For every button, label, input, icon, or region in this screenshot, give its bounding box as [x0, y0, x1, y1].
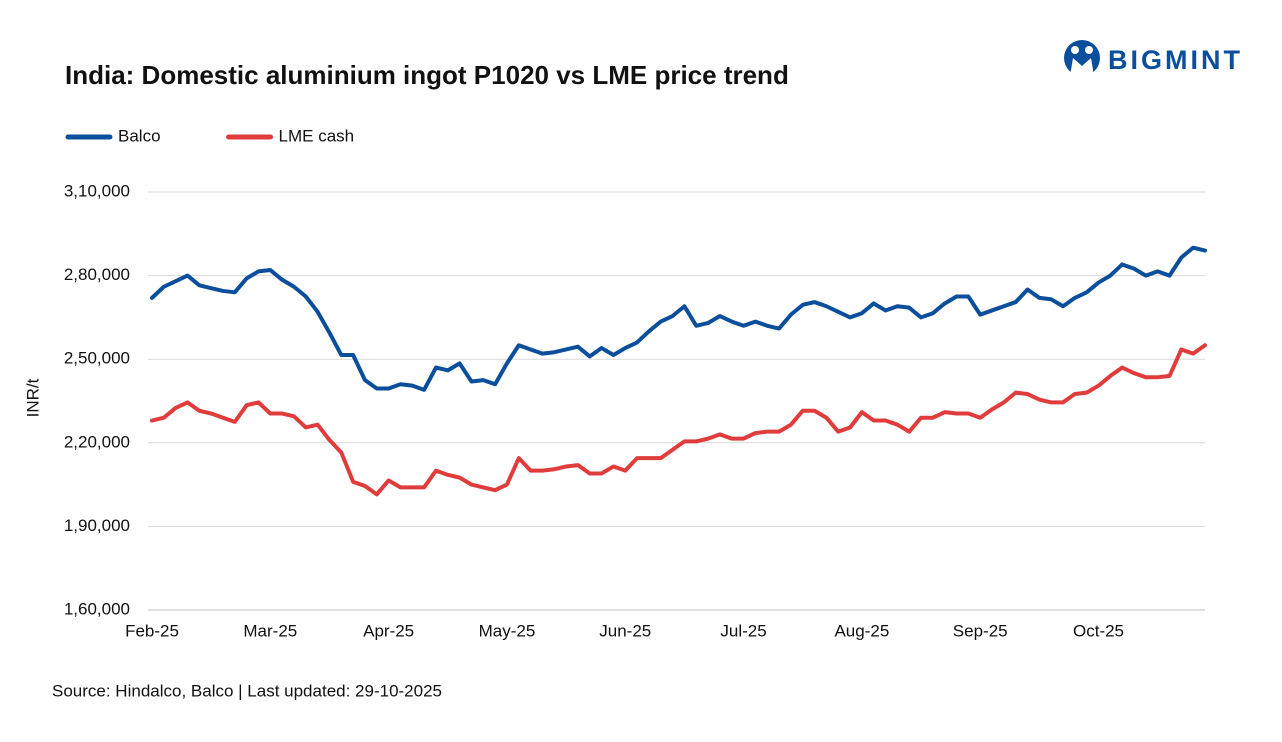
- x-tick-label: Mar-25: [243, 621, 297, 640]
- x-tick-label: Sep-25: [953, 621, 1008, 640]
- x-tick-label: Jun-25: [599, 621, 651, 640]
- x-tick-label: Oct-25: [1073, 621, 1124, 640]
- x-tick-label: Jul-25: [720, 621, 766, 640]
- y-tick-label: 2,20,000: [64, 432, 130, 451]
- y-tick-label: 1,90,000: [64, 516, 130, 535]
- source-note: Source: Hindalco, Balco | Last updated: …: [52, 681, 442, 700]
- logo-text: BIGMINT: [1108, 45, 1243, 75]
- data-line: [150, 343, 1207, 497]
- legend-label: Balco: [118, 126, 161, 145]
- y-tick-label: 2,50,000: [64, 349, 130, 368]
- x-tick-label: Aug-25: [834, 621, 889, 640]
- data-line: [150, 245, 1207, 392]
- y-tick-label: 1,60,000: [64, 599, 130, 618]
- logo-icon-head: [1085, 46, 1093, 54]
- x-tick-label: Feb-25: [125, 621, 179, 640]
- x-tick-label: Apr-25: [363, 621, 414, 640]
- logo: BIGMINT: [1064, 40, 1243, 76]
- x-tick-label: May-25: [479, 621, 536, 640]
- y-tick-label: 3,10,000: [64, 181, 130, 200]
- logo-icon-head: [1071, 46, 1079, 54]
- legend-label: LME cash: [279, 126, 355, 145]
- y-axis-label: INR/t: [23, 378, 42, 417]
- logo-icon-body: [1070, 58, 1094, 76]
- y-tick-label: 2,80,000: [64, 265, 130, 284]
- chart-title: India: Domestic aluminium ingot P1020 vs…: [65, 60, 789, 90]
